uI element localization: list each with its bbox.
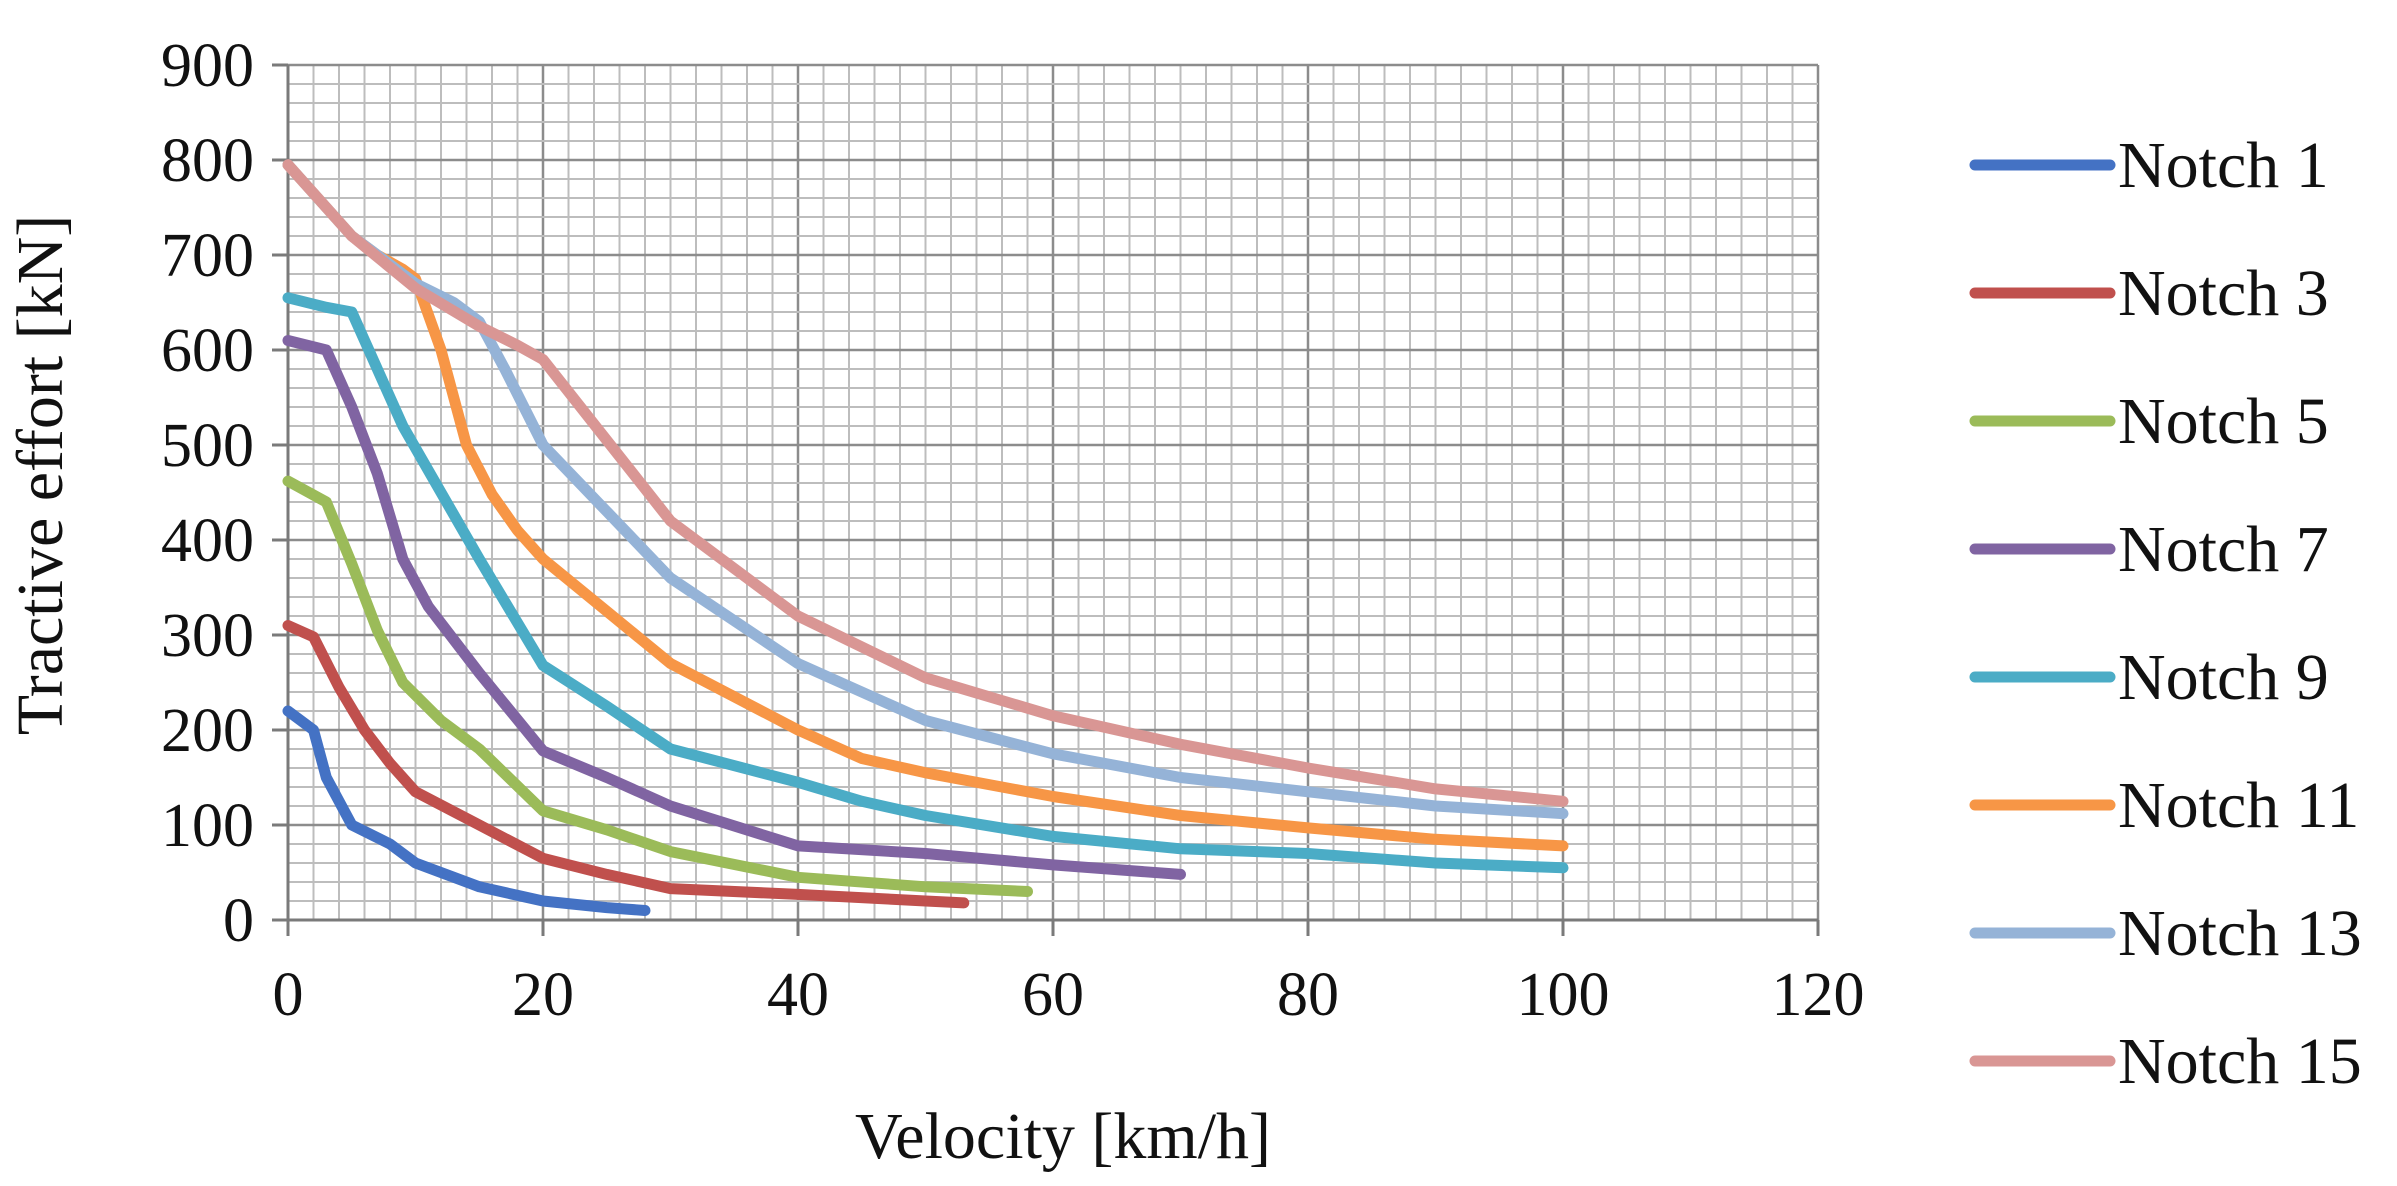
y-tick-label: 100 (161, 792, 254, 860)
y-tick-label: 600 (161, 317, 254, 385)
series-line-notch-15 (282, 159, 1569, 807)
y-axis-tick-labels: 0 100 200 300 400 500 600 700 800 900 (161, 32, 254, 955)
legend-label-notch-15: Notch 15 (2118, 1025, 2362, 1098)
x-tick-label: 40 (767, 961, 829, 1029)
y-axis-title: Tractive effort [kN] (4, 215, 77, 736)
x-tick-label: 100 (1517, 961, 1610, 1029)
series-line-notch-7 (282, 335, 1186, 880)
legend-label-notch-5: Notch 5 (2118, 385, 2329, 458)
x-tick-label: 0 (273, 961, 304, 1029)
x-axis-tick-labels: 0 20 40 60 80 100 120 (273, 961, 1865, 1029)
series-line-notch-13 (282, 159, 1569, 820)
legend-label-notch-9: Notch 9 (2118, 641, 2329, 714)
legend-label-notch-3: Notch 3 (2118, 257, 2329, 330)
series-line-notch-9 (282, 292, 1569, 874)
x-tick-label: 120 (1772, 961, 1865, 1029)
y-tick-label: 300 (161, 602, 254, 670)
legend-label-notch-13: Notch 13 (2118, 897, 2362, 970)
x-axis-title: Velocity [km/h] (855, 1100, 1271, 1173)
y-tick-label: 900 (161, 32, 254, 100)
series-line-notch-5 (282, 475, 1033, 897)
legend-label-notch-11: Notch 11 (2118, 769, 2359, 842)
axes (272, 63, 1820, 936)
y-tick-label: 700 (161, 222, 254, 290)
y-tick-label: 800 (161, 127, 254, 195)
y-tick-label: 200 (161, 697, 254, 765)
y-tick-label: 500 (161, 412, 254, 480)
series-line-notch-1 (282, 705, 651, 916)
y-tick-label: 0 (223, 887, 254, 955)
y-tick-label: 400 (161, 507, 254, 575)
x-tick-label: 60 (1022, 961, 1084, 1029)
x-tick-label: 20 (512, 961, 574, 1029)
legend-label-notch-1: Notch 1 (2118, 129, 2329, 202)
series-lines (282, 159, 1569, 916)
x-tick-label: 80 (1277, 961, 1339, 1029)
series-line-notch-3 (282, 620, 970, 909)
legend: Notch 1 Notch 3 Notch 5 Notch 7 Notch 9 Notch… (1969, 129, 2362, 1098)
legend-label-notch-7: Notch 7 (2118, 513, 2329, 586)
